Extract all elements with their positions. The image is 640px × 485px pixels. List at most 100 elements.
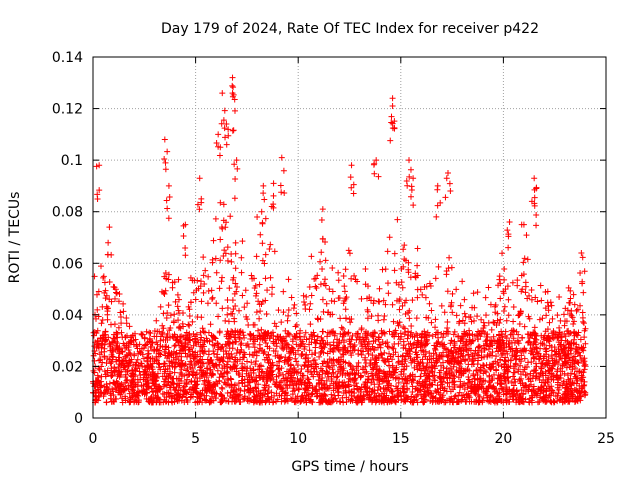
data-point	[182, 332, 189, 339]
data-point	[118, 395, 125, 402]
data-point	[224, 358, 231, 365]
data-point	[233, 157, 240, 164]
data-point	[394, 393, 401, 400]
data-point	[232, 239, 239, 246]
data-point	[568, 339, 575, 346]
data-point	[262, 340, 269, 347]
data-point	[436, 374, 443, 381]
data-point	[531, 194, 538, 201]
data-point	[571, 398, 578, 405]
data-point	[302, 395, 309, 402]
data-point	[375, 334, 382, 341]
data-point	[425, 314, 432, 321]
data-point	[332, 385, 339, 392]
data-point	[151, 358, 158, 365]
data-point	[540, 334, 547, 341]
data-point	[514, 277, 521, 284]
data-point	[471, 304, 478, 311]
data-point	[501, 364, 508, 371]
data-point	[225, 330, 232, 337]
data-point	[229, 366, 236, 373]
data-point	[164, 365, 171, 372]
data-point	[518, 272, 525, 279]
data-point	[479, 328, 486, 335]
data-point	[120, 308, 127, 315]
data-point	[504, 368, 511, 375]
data-point	[144, 368, 151, 375]
data-point	[519, 347, 526, 354]
data-point	[305, 355, 312, 362]
data-point	[235, 370, 242, 377]
data-point	[229, 353, 236, 360]
data-point	[426, 280, 433, 287]
data-point	[99, 359, 106, 366]
data-point	[175, 317, 182, 324]
data-point	[568, 382, 575, 389]
data-point	[230, 306, 237, 313]
data-point	[189, 318, 196, 325]
data-point	[259, 298, 266, 305]
data-point	[406, 173, 413, 180]
data-point	[355, 347, 362, 354]
data-point	[111, 295, 118, 302]
data-point	[94, 191, 101, 198]
data-point	[217, 144, 224, 151]
data-point	[528, 296, 535, 303]
data-point	[498, 328, 505, 335]
data-point	[563, 364, 570, 371]
data-point	[388, 113, 395, 120]
data-point	[210, 386, 217, 393]
data-point	[230, 274, 237, 281]
data-point	[335, 295, 342, 302]
data-point	[467, 340, 474, 347]
data-point	[91, 357, 98, 364]
data-point	[501, 307, 508, 314]
data-point	[256, 315, 263, 322]
data-point	[241, 334, 248, 341]
data-point	[232, 303, 239, 310]
data-point	[238, 254, 245, 261]
data-point	[199, 348, 206, 355]
data-point	[306, 347, 313, 354]
data-point	[403, 297, 410, 304]
data-point	[340, 337, 347, 344]
data-point	[295, 368, 302, 375]
data-point	[224, 244, 231, 251]
data-point	[320, 392, 327, 399]
data-point	[264, 287, 271, 294]
data-point	[290, 385, 297, 392]
data-point	[298, 365, 305, 372]
data-point	[545, 376, 552, 383]
data-point	[543, 357, 550, 364]
data-point	[559, 362, 566, 369]
data-point	[359, 399, 366, 406]
data-point	[515, 312, 522, 319]
data-point	[466, 379, 473, 386]
data-point	[219, 385, 226, 392]
data-point	[432, 345, 439, 352]
data-point	[497, 316, 504, 323]
data-point	[413, 315, 420, 322]
data-point	[582, 363, 589, 370]
data-point	[336, 347, 343, 354]
data-point	[519, 286, 526, 293]
data-point	[518, 221, 525, 228]
data-point	[450, 372, 457, 379]
data-point	[246, 394, 253, 401]
data-point	[168, 352, 175, 359]
data-point	[194, 201, 201, 208]
data-point	[296, 343, 303, 350]
data-point	[493, 353, 500, 360]
data-point	[420, 399, 427, 406]
data-point	[348, 336, 355, 343]
data-point	[200, 328, 207, 335]
data-point	[437, 396, 444, 403]
data-point	[241, 351, 248, 358]
data-point	[244, 358, 251, 365]
data-point	[369, 343, 376, 350]
data-point	[314, 333, 321, 340]
data-point	[503, 388, 510, 395]
data-point	[292, 323, 299, 330]
data-point	[400, 366, 407, 373]
data-point	[369, 366, 376, 373]
